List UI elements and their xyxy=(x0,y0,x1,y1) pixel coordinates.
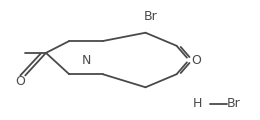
Text: Br: Br xyxy=(144,10,158,23)
Text: O: O xyxy=(191,54,201,66)
Text: Br: Br xyxy=(227,97,241,110)
Text: O: O xyxy=(15,75,25,88)
Text: N: N xyxy=(81,54,91,66)
Text: H: H xyxy=(193,97,202,110)
